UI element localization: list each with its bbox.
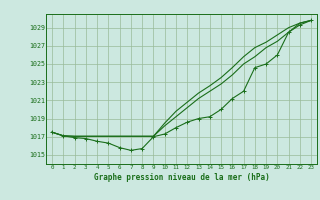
X-axis label: Graphe pression niveau de la mer (hPa): Graphe pression niveau de la mer (hPa)	[94, 173, 269, 182]
